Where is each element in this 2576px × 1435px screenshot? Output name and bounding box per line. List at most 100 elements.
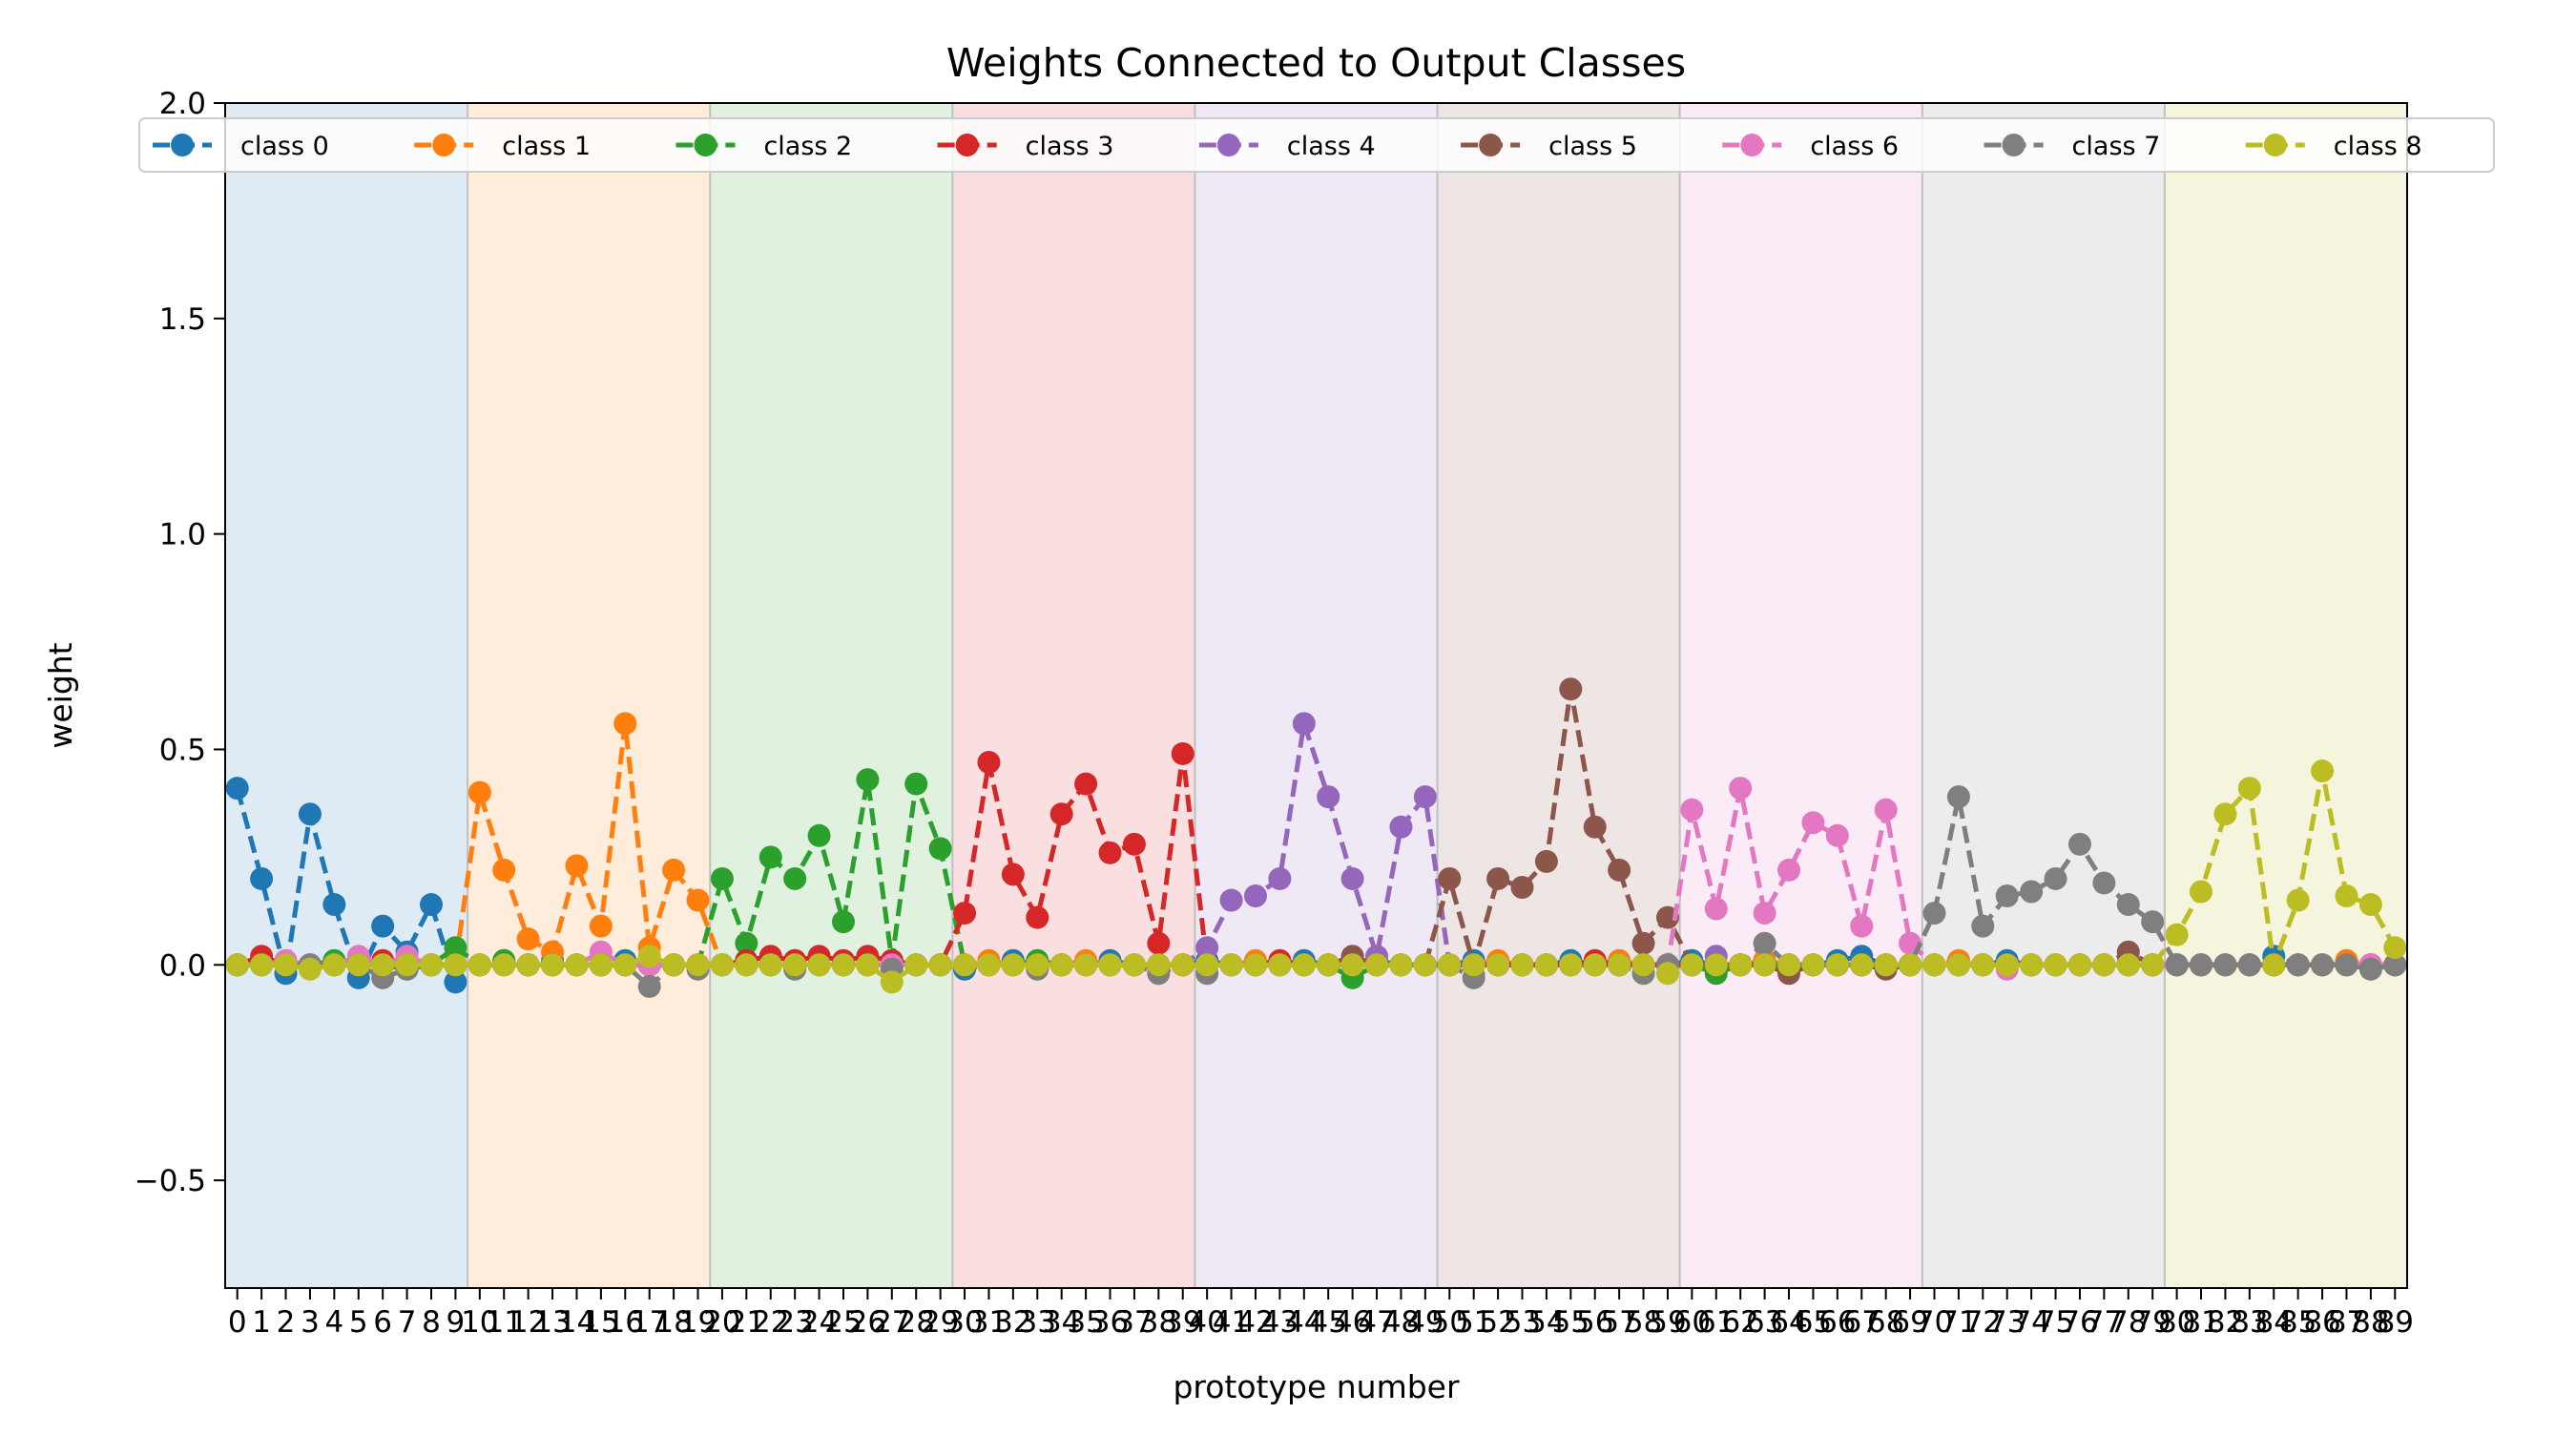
data-point [758, 953, 782, 977]
x-tick-label: 69 [1891, 1305, 1928, 1340]
data-point [1219, 888, 1243, 912]
data-point [2311, 953, 2335, 977]
data-point [1729, 777, 1753, 801]
legend-label: class 1 [502, 132, 591, 161]
x-tick-label: 3 [301, 1305, 320, 1340]
data-point [1995, 953, 2019, 977]
x-tick-label: 77 [2086, 1305, 2123, 1340]
data-point [1534, 953, 1558, 977]
legend-label: class 5 [1548, 132, 1637, 161]
x-tick-label: 26 [849, 1305, 886, 1340]
data-point [371, 953, 395, 977]
x-tick-label: 30 [945, 1305, 983, 1340]
legend-item-3: class 3 [937, 132, 1113, 161]
data-point [225, 777, 249, 801]
legend-item-6: class 6 [1722, 132, 1899, 161]
data-point [2190, 953, 2213, 977]
x-tick-label: 56 [1576, 1305, 1613, 1340]
data-point [225, 953, 249, 977]
data-point [1971, 953, 1995, 977]
x-tick-label: 80 [2158, 1305, 2195, 1340]
data-point [274, 953, 298, 977]
data-point [1946, 785, 1970, 809]
x-tick-label: 38 [1140, 1305, 1177, 1340]
data-point [1510, 953, 1534, 977]
data-point [2213, 802, 2237, 826]
x-tick-label: 73 [1988, 1305, 2025, 1340]
data-point [613, 953, 637, 977]
data-point [1438, 953, 1462, 977]
x-tick-label: 42 [1236, 1305, 1274, 1340]
data-point [250, 866, 274, 890]
x-tick-label: 53 [1504, 1305, 1541, 1340]
x-tick-label: 87 [2328, 1305, 2365, 1340]
x-tick-label: 4 [324, 1305, 343, 1340]
x-tick-label: 58 [1625, 1305, 1662, 1340]
data-point [1922, 902, 1946, 925]
data-point [1922, 953, 1946, 977]
data-point [2383, 936, 2407, 960]
data-point [637, 974, 661, 998]
data-point [1801, 811, 1825, 835]
data-point [1655, 962, 1679, 986]
data-point [1850, 914, 1874, 938]
data-point [2311, 759, 2335, 783]
x-tick-label: 11 [486, 1305, 523, 1340]
data-point [1389, 953, 1413, 977]
y-tick-label: 0.5 [159, 733, 206, 767]
data-point [1825, 953, 1849, 977]
data-point [444, 936, 467, 960]
data-point [1801, 953, 1825, 977]
x-tick-label: 68 [1867, 1305, 1904, 1340]
data-point [2286, 888, 2310, 912]
data-point [2067, 953, 2091, 977]
data-point [1219, 953, 1243, 977]
class-bands [225, 103, 2407, 1288]
data-point [807, 823, 831, 847]
x-tick-label: 52 [1479, 1305, 1516, 1340]
y-tick-label: 2.0 [159, 87, 206, 121]
data-point [2067, 832, 2091, 856]
x-tick-label: 76 [2061, 1305, 2098, 1340]
data-point [831, 910, 855, 934]
data-point [541, 953, 565, 977]
data-point [2383, 953, 2407, 977]
data-point [419, 953, 443, 977]
data-point [1171, 953, 1195, 977]
class-band-2 [710, 103, 953, 1288]
x-tick-label: 18 [654, 1305, 692, 1340]
data-point [1559, 953, 1583, 977]
y-axis-label: weight [42, 642, 79, 748]
legend-box [138, 117, 2495, 173]
x-tick-label: 49 [1406, 1305, 1444, 1340]
data-point [1825, 823, 1849, 847]
data-point [1583, 953, 1607, 977]
x-tick-label: 78 [2109, 1305, 2147, 1340]
class-band-3 [952, 103, 1195, 1288]
x-tick-label: 83 [2231, 1305, 2268, 1340]
data-point [928, 837, 952, 861]
data-point [2044, 953, 2067, 977]
x-tick-label: 59 [1649, 1305, 1686, 1340]
data-point [783, 866, 807, 890]
legend-swatch-marker [1479, 134, 1503, 156]
data-point [2141, 910, 2165, 934]
x-tick-label: 14 [558, 1305, 595, 1340]
data-point [1510, 875, 1534, 899]
legend-label: class 7 [2072, 132, 2161, 161]
data-point [1655, 905, 1679, 929]
data-point [953, 902, 977, 925]
data-point [565, 953, 589, 977]
legend-item-1: class 1 [414, 132, 591, 161]
data-point [1631, 931, 1655, 955]
x-tick-label: 88 [2352, 1305, 2389, 1340]
legend: class 0 class 1 class 2 class 3 class 4 class… [138, 117, 2495, 173]
data-point [2165, 923, 2189, 946]
data-point [2092, 871, 2116, 895]
plot-frame [224, 102, 2408, 1289]
legend-item-4: class 4 [1198, 132, 1376, 161]
x-tick-label: 22 [752, 1305, 789, 1340]
data-point [1680, 953, 1704, 977]
x-tick-label: 23 [776, 1305, 813, 1340]
